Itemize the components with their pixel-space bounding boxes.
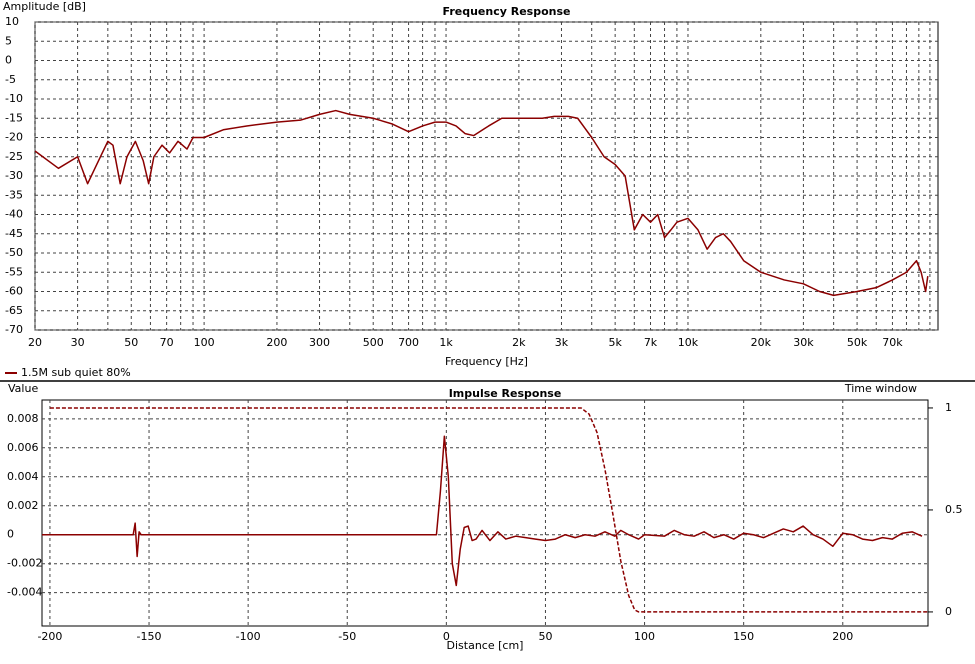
x-tick-label: 50 xyxy=(538,630,552,643)
y-tick-label: -0.002 xyxy=(7,557,42,570)
y-tick-label: -65 xyxy=(5,304,23,317)
x-tick-label: 10k xyxy=(678,336,699,349)
y-tick-label: -30 xyxy=(5,169,23,182)
series-line xyxy=(49,407,928,613)
y-tick-label: 0 xyxy=(7,528,14,541)
x-tick-label: 100 xyxy=(194,336,215,349)
x-tick-label: -200 xyxy=(37,630,62,643)
y-axis-label: Amplitude [dB] xyxy=(3,0,86,13)
x-tick-label: 5k xyxy=(608,336,622,349)
x-tick-label: -100 xyxy=(236,630,261,643)
y-tick-label: -60 xyxy=(5,285,23,298)
y-tick-label: -20 xyxy=(5,131,23,144)
y-tick-label: 10 xyxy=(5,15,19,28)
y2-tick-label: 1 xyxy=(945,401,952,414)
y-tick-label: 0.008 xyxy=(7,412,39,425)
x-tick-label: 2k xyxy=(512,336,526,349)
x-tick-label: 20k xyxy=(751,336,772,349)
chart-title: Impulse Response xyxy=(449,387,562,400)
y2-tick-label: 0.5 xyxy=(945,503,963,516)
x-tick-label: 20 xyxy=(28,336,42,349)
x-tick-label: 0 xyxy=(443,630,450,643)
y-tick-label: -25 xyxy=(5,150,23,163)
x-tick-label: 30 xyxy=(71,336,85,349)
y-tick-label: -35 xyxy=(5,188,23,201)
x-tick-label: 200 xyxy=(832,630,853,643)
x-tick-label: 70 xyxy=(160,336,174,349)
x-tick-label: 300 xyxy=(309,336,330,349)
plot-area xyxy=(41,399,929,627)
y-tick-label: -55 xyxy=(5,265,23,278)
legend-label: 1.5M sub quiet 80% xyxy=(21,366,131,379)
y2-tick-label: 0 xyxy=(945,605,952,618)
y-tick-label: -0.004 xyxy=(7,586,42,599)
x-tick-label: 700 xyxy=(398,336,419,349)
x-tick-label: 1k xyxy=(439,336,453,349)
x-tick-label: 50k xyxy=(847,336,868,349)
x-tick-label: 3k xyxy=(555,336,569,349)
x-axis-label: Distance [cm] xyxy=(447,639,524,652)
y-tick-label: -45 xyxy=(5,227,23,240)
y2-axis-label: Time window xyxy=(844,382,917,395)
x-tick-label: 30k xyxy=(793,336,814,349)
x-tick-label: 200 xyxy=(266,336,287,349)
x-tick-label: 7k xyxy=(644,336,658,349)
x-tick-label: 150 xyxy=(733,630,754,643)
x-tick-label: -150 xyxy=(137,630,162,643)
x-tick-label: 100 xyxy=(634,630,655,643)
y-tick-label: 0.004 xyxy=(7,470,39,483)
chart-title: Frequency Response xyxy=(443,5,571,18)
y-axis-label: Value xyxy=(8,382,38,395)
series-line xyxy=(42,435,923,587)
x-axis-label: Frequency [Hz] xyxy=(445,355,528,368)
y-tick-label: -70 xyxy=(5,323,23,336)
series-line xyxy=(34,109,929,297)
y-tick-label: -15 xyxy=(5,111,23,124)
y-tick-label: 0 xyxy=(5,54,12,67)
y-tick-label: -50 xyxy=(5,246,23,259)
y-tick-label: 0.002 xyxy=(7,499,39,512)
x-tick-label: -50 xyxy=(338,630,356,643)
y-tick-label: -10 xyxy=(5,92,23,105)
y-tick-label: 0.006 xyxy=(7,441,39,454)
x-tick-label: 70k xyxy=(882,336,903,349)
y-tick-label: -5 xyxy=(5,73,16,86)
y-tick-label: -40 xyxy=(5,208,23,221)
x-tick-label: 50 xyxy=(124,336,138,349)
y-tick-label: 5 xyxy=(5,34,12,47)
x-tick-label: 500 xyxy=(363,336,384,349)
